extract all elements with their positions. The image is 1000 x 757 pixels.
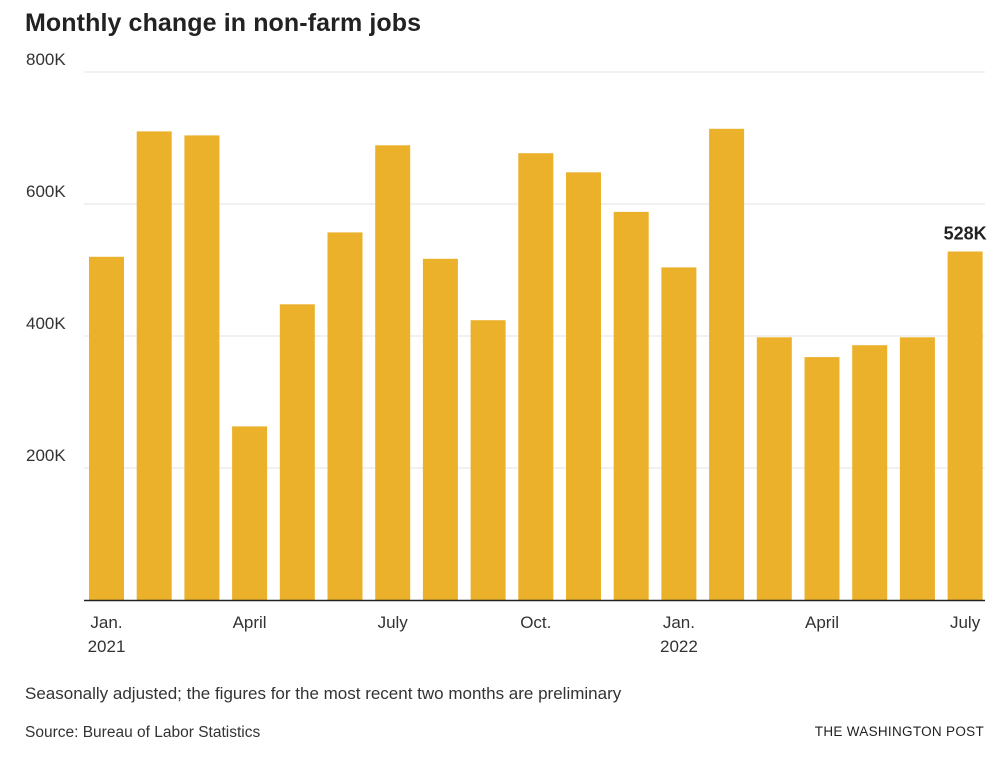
- bar: [422, 258, 458, 600]
- x-tick-label: April: [805, 613, 839, 632]
- bar: [804, 357, 840, 600]
- x-tick-label: Oct.: [520, 613, 551, 632]
- bar: [756, 337, 792, 600]
- x-tick-label: Jan.: [90, 613, 122, 632]
- bar: [232, 426, 268, 600]
- bar: [89, 256, 124, 600]
- x-tick-year-label: 2021: [88, 637, 126, 656]
- y-tick-label: 800K: [26, 50, 66, 69]
- chart-source: Source: Bureau of Labor Statistics: [25, 724, 261, 741]
- x-tick-label: April: [233, 613, 267, 632]
- y-tick-label: 600K: [26, 182, 66, 201]
- bar: [709, 128, 745, 601]
- data-label: 528K: [944, 224, 987, 244]
- bar: [852, 345, 888, 600]
- x-tick-label: July: [950, 613, 981, 632]
- bar: [566, 172, 601, 601]
- chart-title: Monthly change in non-farm jobs: [25, 9, 422, 37]
- chart-credit: THE WASHINGTON POST: [814, 724, 984, 739]
- labels: 200K 400K 600K 800K Jan. 2021 April July Oct. Jan…: [26, 50, 987, 656]
- bar: [613, 211, 649, 600]
- x-tick-year-label: 2022: [660, 637, 698, 656]
- bar-chart: 200K 400K 600K 800K Jan. 2021 April July Oct. Jan…: [26, 50, 987, 656]
- bar: [327, 232, 363, 600]
- x-tick-label: July: [378, 613, 409, 632]
- x-tick-label: Jan.: [663, 613, 695, 632]
- bar: [470, 320, 506, 600]
- bar: [184, 135, 220, 600]
- bar: [947, 251, 983, 600]
- y-tick-label: 400K: [26, 314, 66, 333]
- bar: [518, 153, 554, 600]
- bars: [89, 128, 983, 601]
- bar: [375, 145, 411, 601]
- y-tick-label: 200K: [26, 446, 66, 465]
- chart-note: Seasonally adjusted; the figures for the…: [25, 684, 622, 703]
- bar: [279, 304, 315, 600]
- bar: [136, 131, 172, 600]
- bar: [899, 337, 935, 600]
- bar: [661, 267, 697, 600]
